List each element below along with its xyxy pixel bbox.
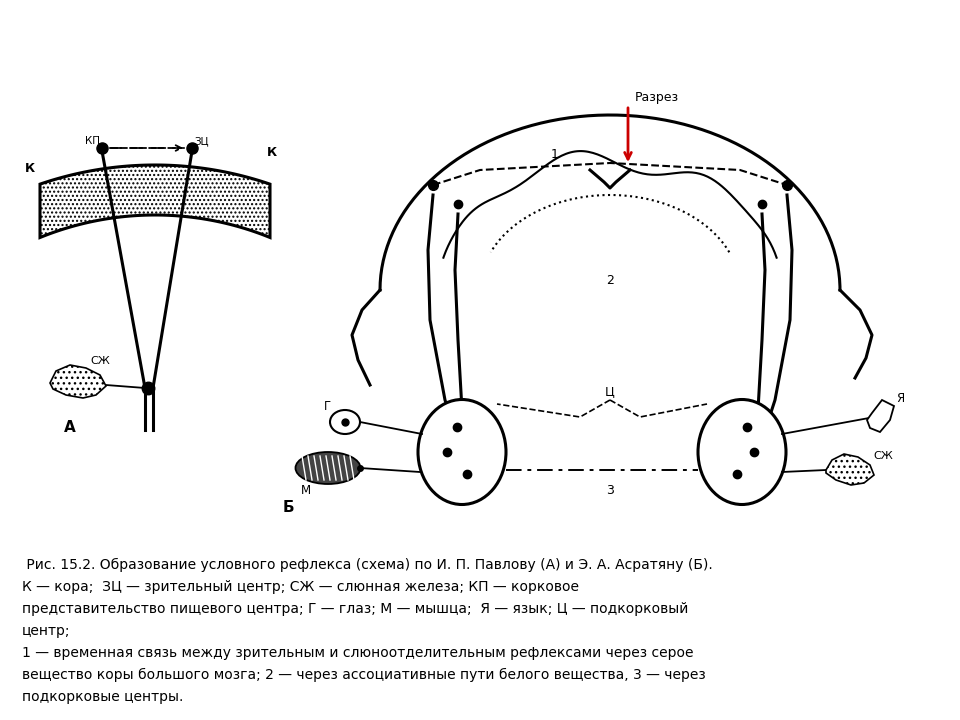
Text: 1 — временная связь между зрительным и слюноотделительным рефлексами через серое: 1 — временная связь между зрительным и с… — [22, 646, 693, 660]
Text: К: К — [267, 145, 277, 158]
Text: СЖ: СЖ — [90, 356, 109, 366]
Text: А: А — [64, 420, 76, 436]
Text: ЗЦ: ЗЦ — [194, 136, 208, 146]
Text: Я: Я — [896, 392, 904, 405]
Ellipse shape — [418, 400, 506, 505]
Text: СЖ: СЖ — [873, 451, 893, 461]
Polygon shape — [40, 165, 270, 238]
Text: К — кора;  ЗЦ — зрительный центр; СЖ — слюнная железа; КП — корковое: К — кора; ЗЦ — зрительный центр; СЖ — сл… — [22, 580, 579, 594]
Polygon shape — [50, 365, 106, 398]
Text: Б: Б — [282, 500, 294, 516]
Text: вещество коры большого мозга; 2 — через ассоциативные пути белого вещества, 3 — : вещество коры большого мозга; 2 — через … — [22, 668, 706, 682]
Text: подкорковые центры.: подкорковые центры. — [22, 690, 183, 704]
Text: Рис. 15.2. Образование условного рефлекса (схема) по И. П. Павлову (А) и Э. А. А: Рис. 15.2. Образование условного рефлекс… — [22, 558, 712, 572]
Text: КП: КП — [85, 136, 100, 146]
Text: 3: 3 — [606, 484, 614, 497]
Text: центр;: центр; — [22, 624, 70, 638]
Ellipse shape — [296, 452, 361, 484]
Text: К: К — [25, 161, 36, 174]
Polygon shape — [826, 454, 874, 485]
Text: представительство пищевого центра; Г — глаз; М — мышца;  Я — язык; Ц — подкорков: представительство пищевого центра; Г — г… — [22, 602, 688, 616]
Ellipse shape — [698, 400, 786, 505]
Text: М: М — [300, 484, 311, 497]
Ellipse shape — [330, 410, 360, 434]
Text: Ц: Ц — [605, 385, 614, 398]
Text: 1: 1 — [551, 148, 559, 161]
Text: 2: 2 — [606, 274, 614, 287]
Text: Г: Г — [324, 400, 330, 413]
Polygon shape — [867, 400, 894, 432]
Text: Разрез: Разрез — [635, 91, 679, 104]
